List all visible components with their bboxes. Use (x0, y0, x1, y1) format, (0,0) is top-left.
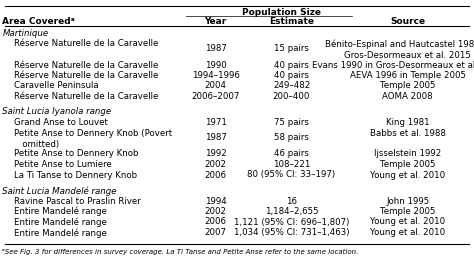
Text: Young et al. 2010: Young et al. 2010 (370, 228, 445, 237)
Text: King 1981: King 1981 (386, 118, 429, 127)
Text: 1,034 (95% CI: 731–1,463): 1,034 (95% CI: 731–1,463) (234, 228, 349, 237)
Text: Temple 2005: Temple 2005 (380, 160, 436, 169)
Text: Réserve Naturelle de la Caravelle: Réserve Naturelle de la Caravelle (14, 40, 159, 48)
Text: 16: 16 (286, 197, 297, 205)
Text: Area Coveredᵃ: Area Coveredᵃ (2, 17, 75, 25)
Text: 2006: 2006 (205, 170, 227, 179)
Text: 40 pairs: 40 pairs (274, 61, 309, 69)
Text: 2002: 2002 (205, 207, 227, 216)
Text: Young et al. 2010: Young et al. 2010 (370, 170, 445, 179)
Text: 108–221: 108–221 (273, 160, 310, 169)
Text: 15 pairs: 15 pairs (274, 44, 309, 53)
Text: Caravelle Peninsula: Caravelle Peninsula (14, 82, 99, 90)
Text: Temple 2005: Temple 2005 (380, 207, 436, 216)
Text: 58 pairs: 58 pairs (274, 133, 309, 142)
Text: Entire Mandelé range: Entire Mandelé range (14, 218, 107, 227)
Text: John 1995: John 1995 (386, 197, 429, 205)
Text: AEVA 1996 in Temple 2005: AEVA 1996 in Temple 2005 (350, 71, 465, 80)
Text: Entire Mandelé range: Entire Mandelé range (14, 228, 107, 238)
Text: Year: Year (205, 17, 227, 25)
Text: 200–400: 200–400 (273, 92, 310, 101)
Text: La Ti Tanse to Dennery Knob: La Ti Tanse to Dennery Knob (14, 170, 137, 179)
Text: 2004: 2004 (205, 82, 227, 90)
Text: Temple 2005: Temple 2005 (380, 82, 436, 90)
Text: Saint Lucia Mandelé range: Saint Lucia Mandelé range (2, 186, 117, 196)
Text: 40 pairs: 40 pairs (274, 71, 309, 80)
Text: Petite Anse to Dennery Knob (Povert
   omitted): Petite Anse to Dennery Knob (Povert omit… (14, 128, 173, 149)
Text: 1,184–2,655: 1,184–2,655 (264, 207, 319, 216)
Text: Evans 1990 in Gros-Desormeaux et al. 2015: Evans 1990 in Gros-Desormeaux et al. 201… (312, 61, 474, 69)
Text: AOMA 2008: AOMA 2008 (383, 92, 433, 101)
Text: 249–482: 249–482 (273, 82, 310, 90)
Text: 1994: 1994 (205, 197, 227, 205)
Text: 1971: 1971 (205, 118, 227, 127)
Text: Bénito-Espinal and Hautcastel 1988 in
Gros-Desormeaux et al. 2015: Bénito-Espinal and Hautcastel 1988 in Gr… (325, 40, 474, 60)
Text: 1987: 1987 (205, 44, 227, 53)
Text: Population Size: Population Size (242, 8, 321, 17)
Text: 1,121 (95% CI: 696–1,807): 1,121 (95% CI: 696–1,807) (234, 218, 349, 227)
Text: Martinique: Martinique (2, 29, 48, 38)
Text: 46 pairs: 46 pairs (274, 149, 309, 159)
Text: Réserve Naturelle de la Caravelle: Réserve Naturelle de la Caravelle (14, 61, 159, 69)
Text: Estimate: Estimate (269, 17, 314, 25)
Text: Saint Lucia Iyanola range: Saint Lucia Iyanola range (2, 107, 111, 117)
Text: 2006–2007: 2006–2007 (191, 92, 240, 101)
Text: 2006: 2006 (205, 218, 227, 227)
Text: 1992: 1992 (205, 149, 227, 159)
Text: 75 pairs: 75 pairs (274, 118, 309, 127)
Text: Réserve Naturelle de la Caravelle: Réserve Naturelle de la Caravelle (14, 71, 159, 80)
Text: Grand Anse to Louvet: Grand Anse to Louvet (14, 118, 108, 127)
Text: Source: Source (390, 17, 425, 25)
Text: Babbs et al. 1988: Babbs et al. 1988 (370, 128, 446, 138)
Text: Entire Mandelé range: Entire Mandelé range (14, 207, 107, 217)
Text: Ijsselstein 1992: Ijsselstein 1992 (374, 149, 441, 159)
Text: Petite Anse to Lumiere: Petite Anse to Lumiere (14, 160, 112, 169)
Text: Réserve Naturelle de la Caravelle: Réserve Naturelle de la Caravelle (14, 92, 159, 101)
Text: 1994–1996: 1994–1996 (191, 71, 240, 80)
Text: 80 (95% CI: 33–197): 80 (95% CI: 33–197) (247, 170, 336, 179)
Text: 2002: 2002 (205, 160, 227, 169)
Text: Petite Anse to Dennery Knob: Petite Anse to Dennery Knob (14, 149, 139, 159)
Text: Ravine Pascal to Praslin River: Ravine Pascal to Praslin River (14, 197, 141, 205)
Text: 2007: 2007 (205, 228, 227, 237)
Text: Young et al. 2010: Young et al. 2010 (370, 218, 445, 227)
Text: 1987: 1987 (205, 133, 227, 142)
Text: 1990: 1990 (205, 61, 227, 69)
Text: ᵃSee Fig. 3 for differences in survey coverage. La Ti Tanse and Petite Anse refe: ᵃSee Fig. 3 for differences in survey co… (2, 249, 359, 255)
